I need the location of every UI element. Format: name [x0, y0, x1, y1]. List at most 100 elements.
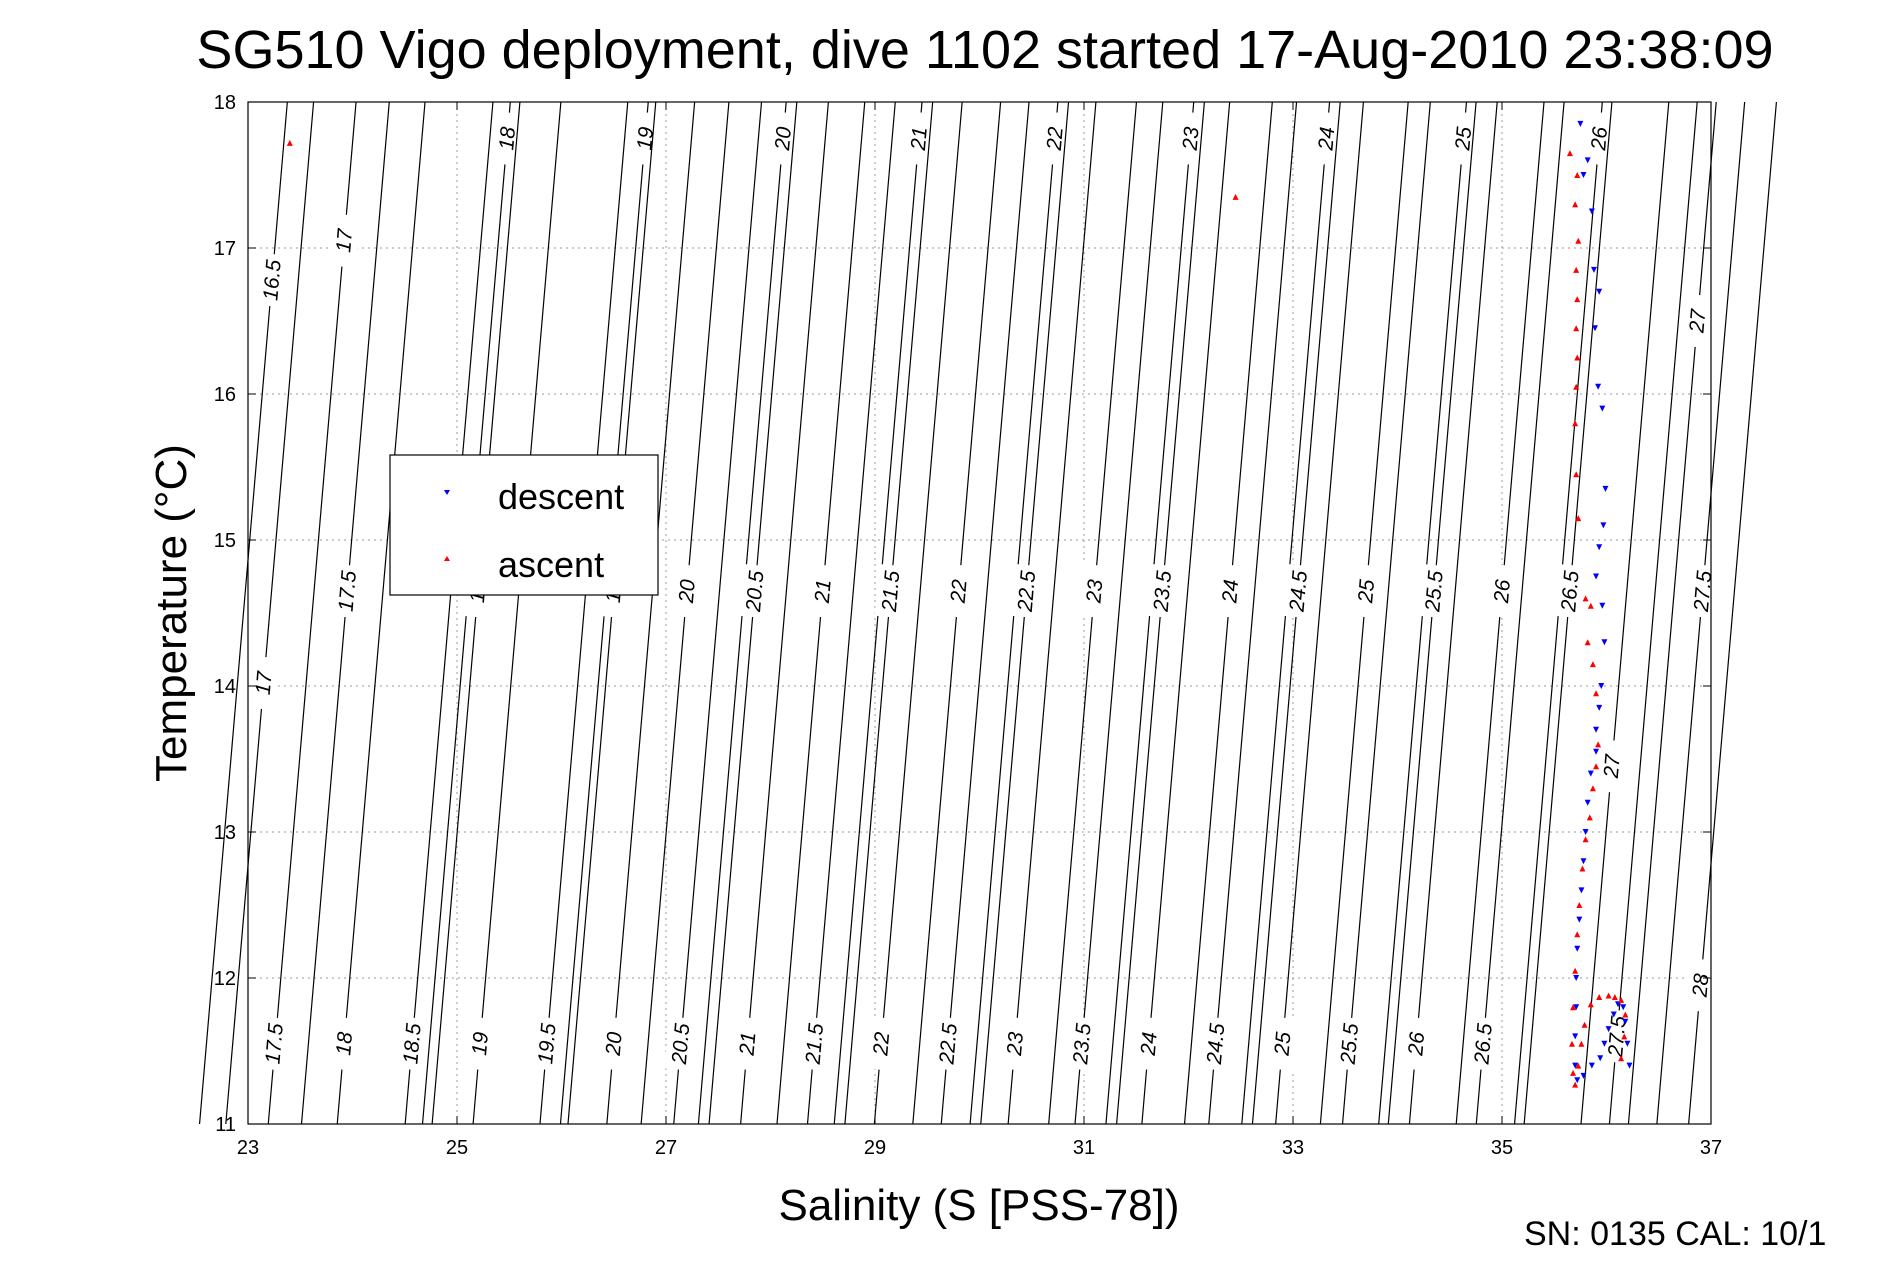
ascent-point [1595, 741, 1602, 748]
ascent-point [1593, 763, 1600, 770]
isopycnal-label-bg [664, 1016, 697, 1071]
ascent-point [1575, 515, 1582, 522]
isopycnal-label-bg [998, 1016, 1032, 1071]
isopycnal-label: 25 [1354, 578, 1379, 605]
isopycnal-label-bg [902, 111, 936, 166]
ascent-point [1574, 931, 1581, 938]
isopycnal-label: 23.5 [1150, 569, 1177, 613]
ascent-point [1573, 325, 1580, 332]
isopycnal-line [472, 101, 562, 1125]
isopycnal-label-bg [1417, 563, 1451, 619]
plot-area [247, 101, 1712, 1125]
ascent-point [1569, 1040, 1576, 1047]
ascent-point [1621, 1033, 1628, 1040]
isopycnal-label: 26 [1490, 578, 1515, 605]
isopycnal-label-bg [395, 1016, 429, 1071]
isopycnal-label: 23.5 [1069, 1022, 1096, 1066]
isopycnal-line [673, 101, 763, 1125]
x-axis-label: Salinity (S [PSS-78]) [778, 1181, 1179, 1230]
x-tick-label: 33 [1282, 1137, 1304, 1159]
isopycnal-line [873, 101, 963, 1125]
isopycnal-label-bg [1199, 1016, 1232, 1071]
descent-point [1626, 1062, 1633, 1069]
isopycnal-line [1141, 101, 1231, 1125]
y-tick-label: 11 [215, 1114, 236, 1136]
descent-point [1577, 120, 1584, 127]
isopycnal-label: 22.5 [1014, 569, 1041, 613]
isopycnal-label-bg [463, 1016, 497, 1071]
isopycnal-line [404, 101, 494, 1125]
legend-descent-label: descent [498, 476, 624, 517]
isopycnal-label-bg [1349, 563, 1383, 619]
x-tick-label: 23 [237, 1137, 259, 1159]
descent-point [1595, 383, 1602, 390]
descent-point [1576, 916, 1583, 923]
ascent-point [1573, 471, 1580, 478]
isopycnal-label: 23 [1003, 1031, 1028, 1058]
isopycnal-label-bg [1553, 563, 1587, 619]
y-tick-label: 12 [214, 968, 236, 990]
ascent-point [1570, 1069, 1577, 1076]
isopycnal-line [267, 101, 357, 1125]
isopycnal-label-bg [530, 1016, 564, 1071]
isopycnal-label: 21 [811, 579, 836, 605]
descent-point [1622, 1018, 1629, 1025]
isopycnal-label-bg [874, 563, 907, 619]
isopycnal-line [539, 101, 629, 1125]
descent-point [1572, 1033, 1579, 1040]
descent-point [1602, 485, 1609, 492]
ascent-point [1570, 1004, 1577, 1011]
descent-point [1588, 1062, 1595, 1069]
descent-point [1624, 1040, 1631, 1047]
descent-point [1574, 1077, 1581, 1084]
isopycnal-label: 20 [675, 578, 700, 605]
isopycnal-line [1408, 101, 1498, 1125]
isopycnal-line [740, 101, 829, 1125]
x-tick-label: 27 [655, 1137, 677, 1159]
ascent-point [1573, 266, 1580, 273]
isopycnal-label: 16.5 [259, 258, 285, 301]
x-tick-label: 31 [1073, 1137, 1095, 1159]
isopycnal-label: 26.5 [1470, 1022, 1497, 1066]
isopycnal-line [806, 101, 896, 1125]
isopycnal-label: 26 [1404, 1031, 1429, 1058]
y-tick-label: 18 [214, 92, 236, 114]
descent-point [1596, 544, 1603, 551]
ascent-point [1578, 1040, 1585, 1047]
isopycnal-label: 19.5 [534, 1022, 560, 1065]
ascent-point [1575, 1062, 1582, 1069]
isopycnal-label-bg [1684, 958, 1717, 1013]
isopycnal-label: 22 [869, 1031, 894, 1058]
chart-title: SG510 Vigo deployment, dive 1102 started… [196, 20, 1773, 80]
ascent-point [1589, 785, 1596, 792]
ascent-point [1582, 595, 1589, 602]
isopycnal-line [1341, 101, 1431, 1125]
isopycnal-label: 26.5 [1557, 569, 1584, 613]
isopycnal-label-bg [1595, 739, 1628, 794]
descent-point [1588, 208, 1595, 215]
isopycnal-label: 22 [1043, 126, 1068, 153]
isopycnal-label: 28 [1689, 972, 1714, 999]
y-tick-label: 16 [214, 384, 236, 406]
isopycnal-label: 17.5 [335, 569, 361, 612]
descent-point [1590, 266, 1597, 273]
isopycnal-label: 19 [633, 126, 658, 152]
descent-point [1597, 1055, 1604, 1062]
ascent-point [1572, 1081, 1579, 1088]
descent-point [1573, 1004, 1580, 1011]
ascent-point [1589, 661, 1596, 668]
descent-point [1587, 770, 1594, 777]
data-points [286, 120, 1633, 1088]
ascent-point [1618, 1055, 1625, 1062]
descent-point [1601, 1040, 1608, 1047]
isopycnal-label-bg [1681, 293, 1714, 349]
ascent-point [286, 139, 293, 146]
ascent-point [1573, 383, 1580, 390]
isopycnal-label-bg [327, 213, 361, 268]
isopycnal-label-bg [247, 655, 280, 711]
legend-ascent-marker [444, 556, 450, 561]
isopycnal-label-bg [1310, 111, 1343, 166]
descent-point [1574, 945, 1581, 952]
isopycnal-label-bg [327, 1016, 361, 1071]
ascent-point [1574, 296, 1581, 303]
